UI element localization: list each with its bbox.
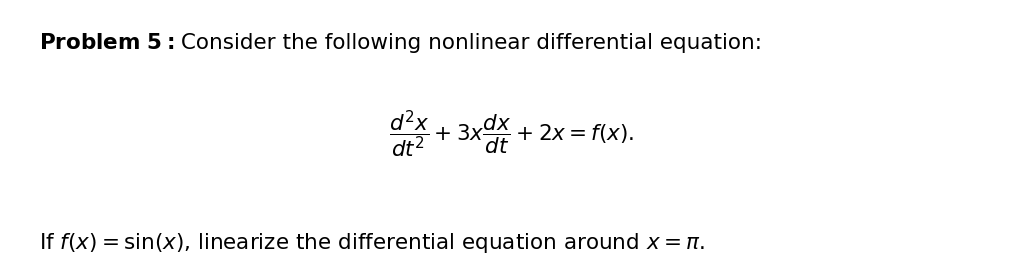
Text: $\bf{Problem\ 5:}$: $\bf{Problem\ 5:}$ [39,33,174,53]
Text: Consider the following nonlinear differential equation:: Consider the following nonlinear differe… [174,33,762,53]
Text: $\dfrac{d^2x}{dt^2} + 3x\dfrac{dx}{dt} + 2x = f(x).$: $\dfrac{d^2x}{dt^2} + 3x\dfrac{dx}{dt} +… [389,109,635,160]
Text: If $f(x) = \sin(x)$, linearize the differential equation around $x = \pi$.: If $f(x) = \sin(x)$, linearize the diffe… [39,231,705,255]
